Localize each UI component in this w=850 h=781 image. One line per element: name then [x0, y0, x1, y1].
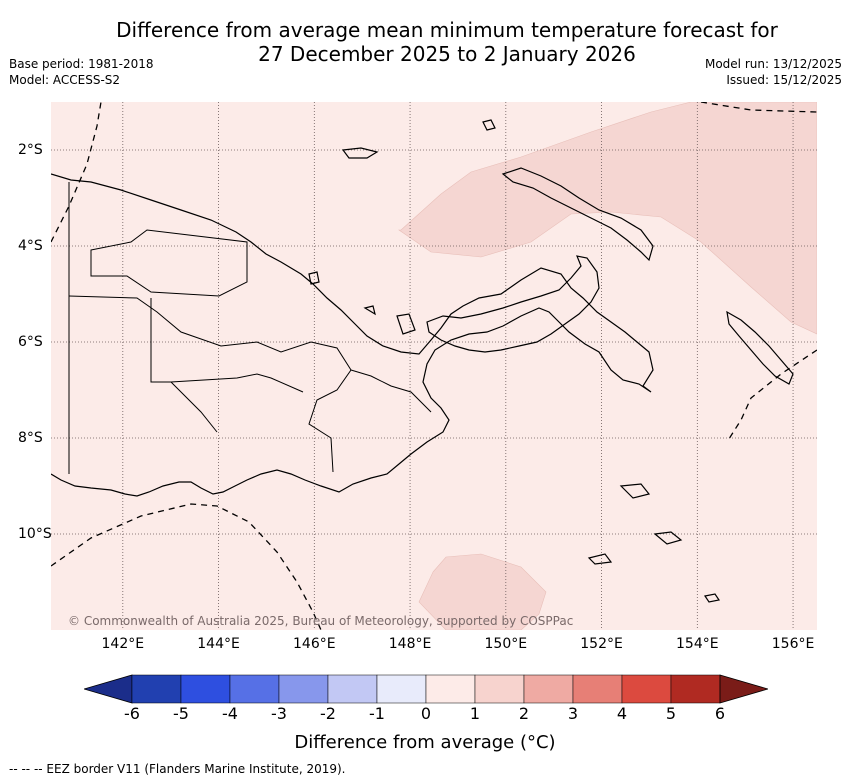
colorbar-extend-low — [84, 674, 133, 704]
colorbar-tick-1: -5 — [173, 704, 189, 723]
colorbar-segment-3 — [278, 674, 329, 704]
model-run: Model run: 13/12/2025 — [704, 57, 842, 71]
eez-border-north — [51, 102, 102, 243]
colorbar-segment-7 — [474, 674, 525, 704]
colorbar-tick-2: -4 — [222, 704, 238, 723]
province-border-1 — [90, 229, 248, 297]
colorbar-extend-high — [719, 674, 768, 704]
lon-label-146: 146°E — [293, 636, 336, 652]
colorbar — [84, 674, 768, 704]
issued-date: Issued: 15/12/2025 — [726, 73, 842, 87]
small-islands — [308, 119, 496, 335]
colorbar-tick-12: 6 — [714, 704, 726, 723]
copyright-notice: © Commonwealth of Australia 2025, Bureau… — [68, 614, 574, 628]
model-name: Model: ACCESS-S2 — [9, 73, 121, 87]
lat-label-8: 8°S — [18, 430, 43, 446]
eez-border-northeast — [700, 102, 817, 113]
lon-label-150: 150°E — [484, 636, 528, 652]
lon-label-156: 156°E — [771, 636, 815, 652]
colorbar-tick-11: 5 — [665, 704, 677, 723]
lat-label-6: 6°S — [18, 334, 43, 350]
province-border-3 — [150, 298, 304, 393]
lat-label-2: 2°S — [18, 142, 43, 158]
lon-label-144: 144°E — [197, 636, 240, 652]
colorbar-segment-9 — [572, 674, 623, 704]
eez-borders — [51, 102, 817, 630]
colorbar-tick-8: 2 — [518, 704, 530, 723]
province-border-5 — [350, 369, 432, 413]
colorbar-tick-3: -3 — [271, 704, 287, 723]
manus-coast — [341, 147, 379, 159]
new-guinea-coast — [51, 173, 654, 497]
eez-footnote: -- -- -- EEZ border V11 (Flanders Marine… — [9, 762, 346, 776]
chart-title: Difference from average mean minimum tem… — [0, 18, 850, 66]
province-border-4 — [170, 381, 218, 433]
new-britain-coast — [426, 255, 600, 353]
lon-label-148: 148°E — [388, 636, 432, 652]
lon-label-152: 152°E — [580, 636, 623, 652]
colorbar-tick-9: 3 — [567, 704, 579, 723]
coastlines — [51, 119, 794, 603]
province-border-2 — [68, 295, 352, 473]
colorbar-segment-5 — [376, 674, 427, 704]
colorbar-segment-2 — [229, 674, 280, 704]
colorbar-title: Difference from average (°C) — [294, 732, 556, 753]
title-line-2: 27 December 2025 to 2 January 2026 — [258, 42, 636, 66]
colorbar-tick-6: 0 — [420, 704, 432, 723]
colorbar-segment-10 — [621, 674, 672, 704]
colorbar-segment-1 — [180, 674, 231, 704]
colorbar-tick-5: -1 — [369, 704, 385, 723]
lat-label-10: 10°S — [18, 526, 52, 542]
eez-border-east — [726, 349, 817, 443]
colorbar-tick-4: -2 — [320, 704, 336, 723]
colorbar-tick-7: 1 — [469, 704, 481, 723]
milne-islands — [587, 483, 720, 603]
anomaly-region-south — [418, 553, 547, 630]
meta-right: Model run: 13/12/2025 Issued: 15/12/2025 — [705, 56, 842, 88]
colorbar-segment-11 — [670, 674, 721, 704]
colorbar-segment-6 — [425, 674, 476, 704]
colorbar-segment-8 — [523, 674, 574, 704]
new-ireland-coast — [501, 167, 654, 262]
lon-label-142: 142°E — [101, 636, 145, 652]
province-borders — [68, 182, 432, 474]
lon-label-154: 154°E — [676, 636, 719, 652]
forecast-map — [51, 102, 817, 630]
bougainville-coast — [726, 310, 794, 385]
colorbar-tick-0: -6 — [124, 704, 140, 723]
colorbar-segment-4 — [327, 674, 378, 704]
anomaly-region-northeast — [398, 102, 817, 335]
meta-left: Base period: 1981-2018 Model: ACCESS-S2 — [9, 56, 154, 88]
colorbar-tick-10: 4 — [616, 704, 628, 723]
eez-border-south — [51, 503, 322, 630]
colorbar-segment-0 — [131, 674, 182, 704]
base-period: Base period: 1981-2018 — [9, 57, 154, 71]
title-line-1: Difference from average mean minimum tem… — [116, 18, 778, 42]
lat-label-4: 4°S — [18, 238, 43, 254]
